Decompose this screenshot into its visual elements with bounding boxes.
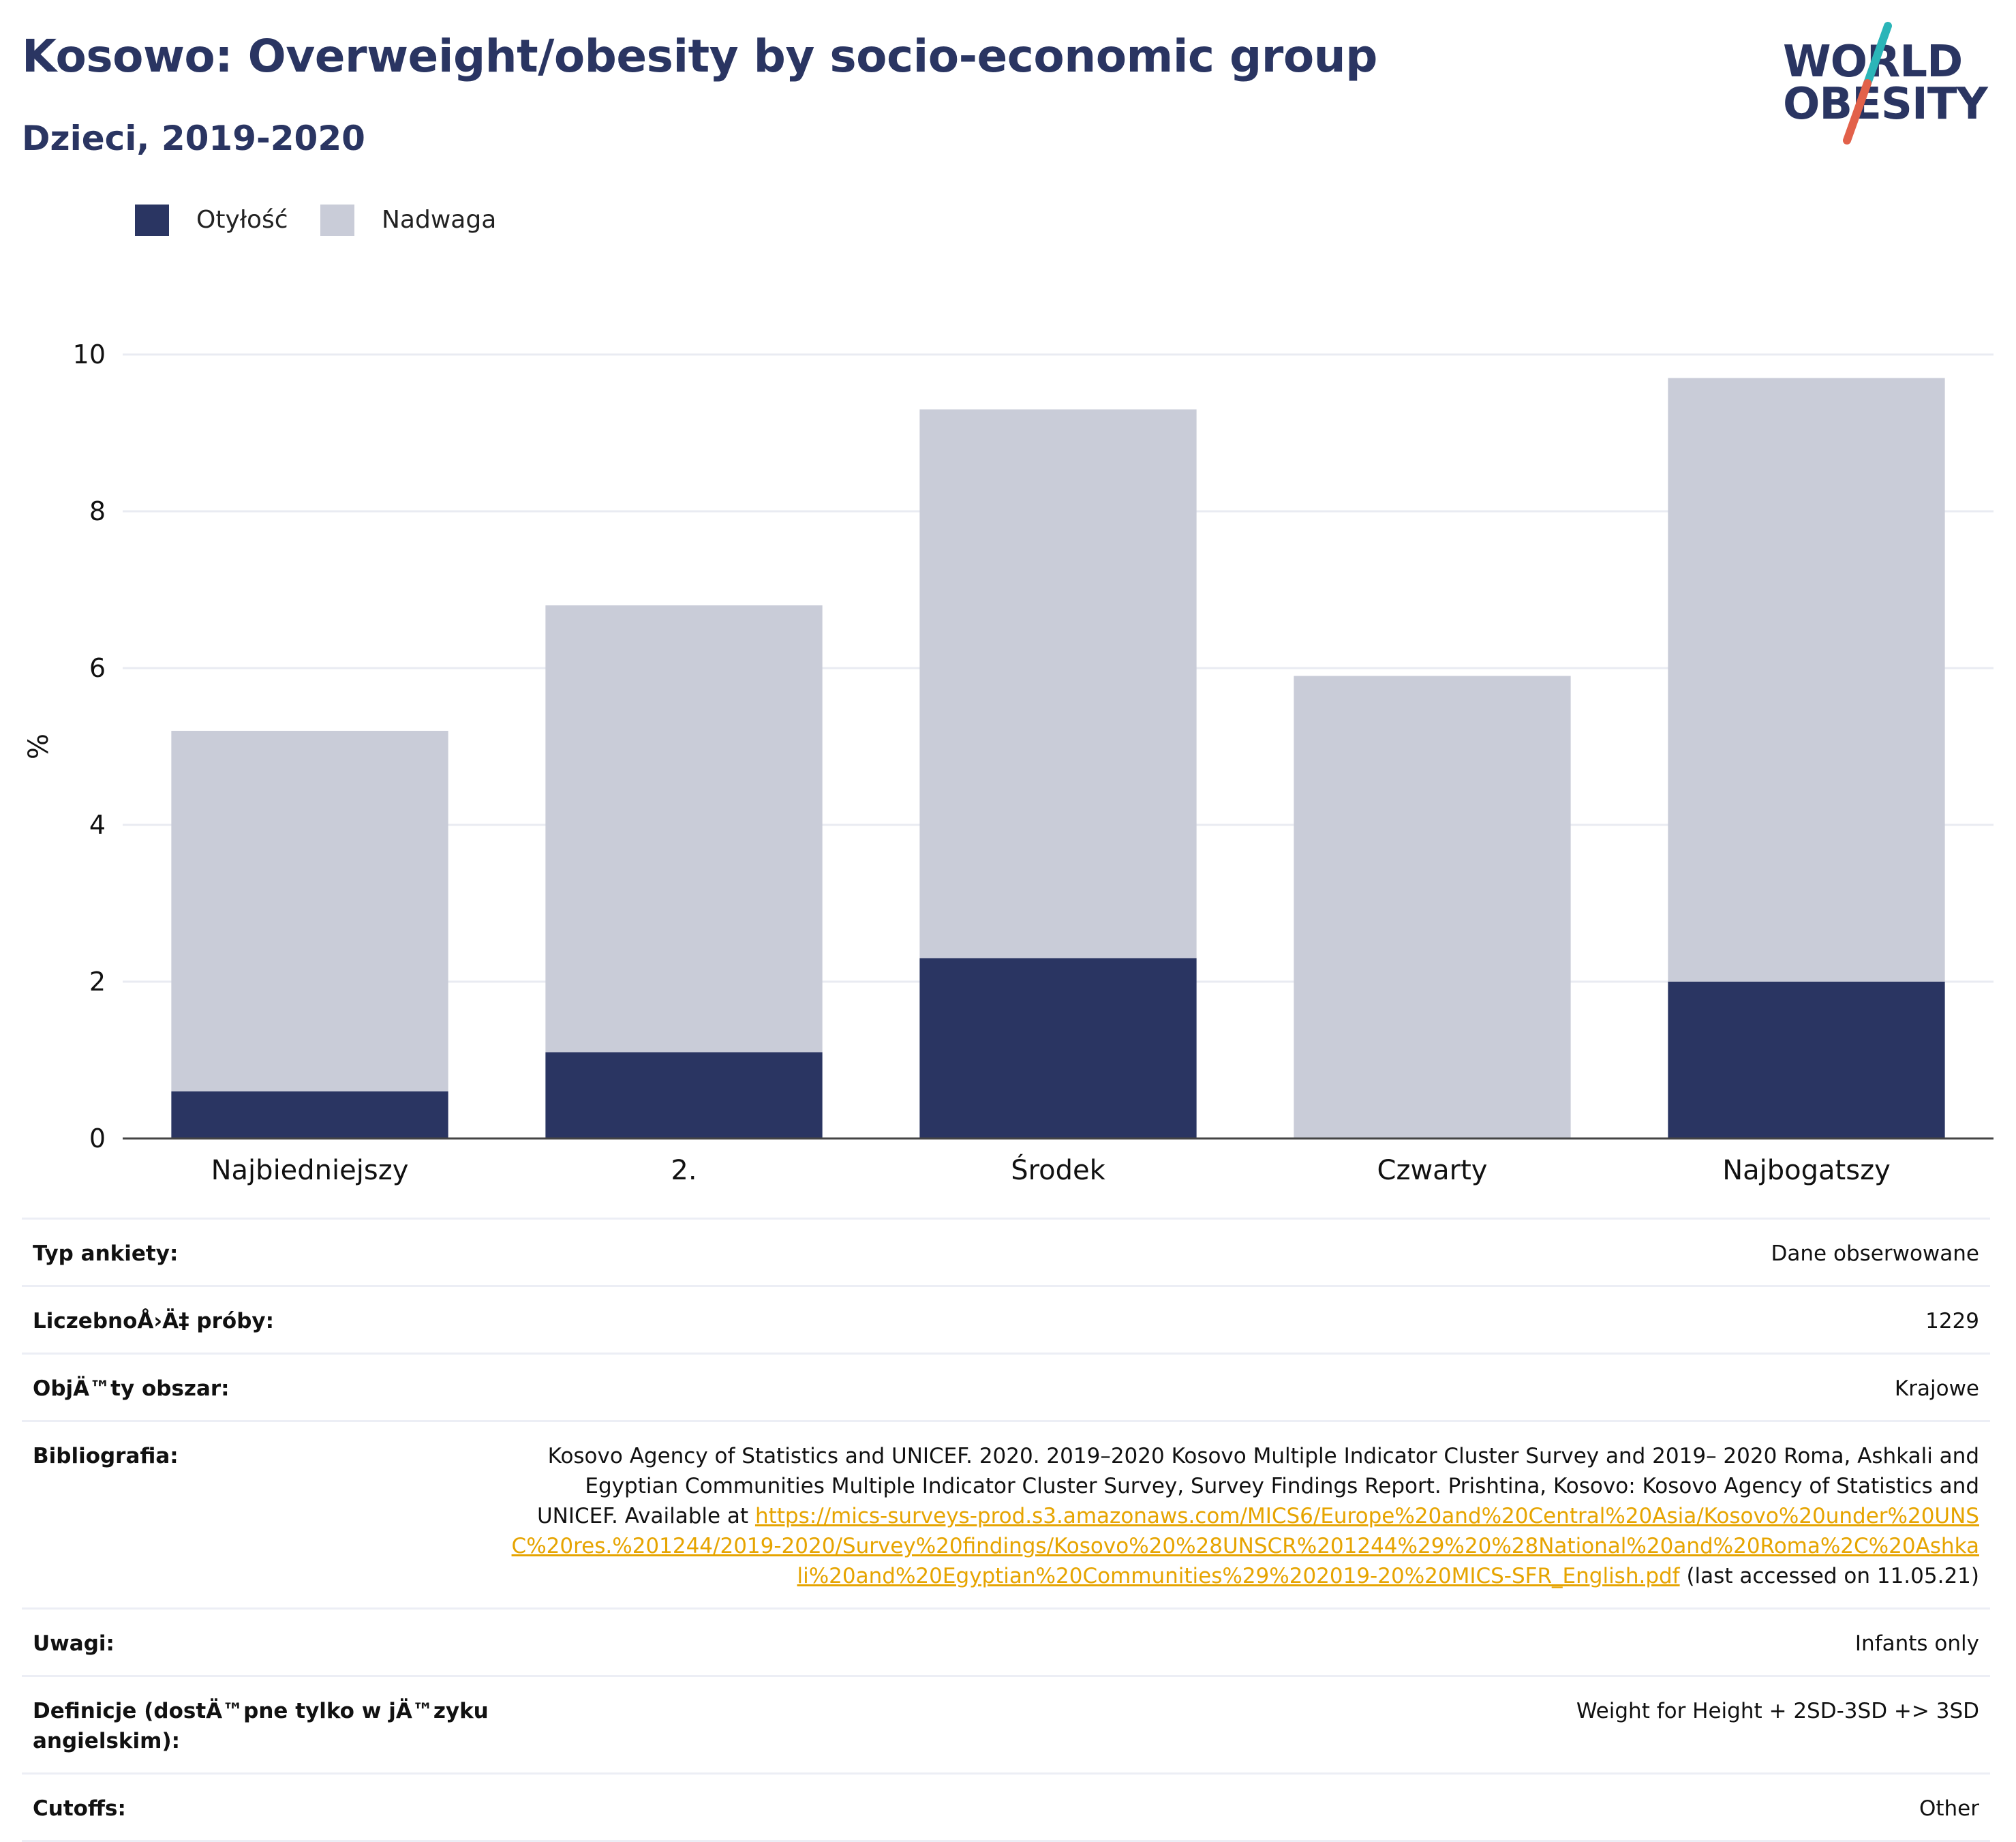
metadata-row: ObjÄ™ty obszar: Krajowe — [22, 1353, 1990, 1420]
bibliography-link[interactable]: https://mics-surveys-prod.s3.amazonaws.c… — [511, 1504, 1979, 1588]
bar-overweight-2[interactable] — [919, 409, 1197, 958]
bar-obesity-0[interactable] — [171, 1091, 448, 1138]
y-tick-label: 10 — [73, 339, 106, 369]
metadata-label: ObjÄ™ty obszar: — [33, 1376, 230, 1401]
bar-overweight-3[interactable] — [1294, 676, 1571, 1139]
logo-line-2: OBESITY — [1783, 79, 1988, 130]
y-axis-ticks: 0 2 4 6 8 10 — [73, 339, 106, 1153]
legend-swatch-obesity — [135, 205, 169, 236]
y-tick-label: 6 — [89, 653, 106, 683]
legend-swatch-overweight — [320, 205, 354, 236]
x-tick-label: Najbogatszy — [1722, 1155, 1891, 1186]
metadata-label: LiczebnoÅ›Ä‡ próby: — [33, 1309, 275, 1333]
metadata-label: Cutoffs: — [33, 1796, 126, 1821]
metadata-table: Typ ankiety: Dane obserwowane LiczebnoÅ›Ä‡… — [22, 1218, 1990, 1842]
metadata-row: Uwagi: Infants only — [22, 1607, 1990, 1675]
y-tick-label: 2 — [89, 967, 106, 997]
chart-title: Kosowo: Overweight/obesity by socio-econ… — [22, 30, 1377, 82]
metadata-value: Weight for Height + 2SD-3SD +> 3SD — [1576, 1699, 1979, 1723]
world-obesity-logo: WORLD OBESITY — [1772, 20, 2004, 157]
metadata-label: Uwagi: — [33, 1631, 114, 1656]
bar-overweight-0[interactable] — [171, 731, 448, 1091]
metadata-row: Cutoffs: Other — [22, 1772, 1990, 1842]
metadata-value: Other — [1919, 1796, 1979, 1821]
x-axis-ticks: Najbiedniejszy 2. Środek Czwarty Najbogatszy — [211, 1153, 1891, 1186]
x-tick-label: 2. — [671, 1155, 697, 1186]
metadata-label: Typ ankiety: — [33, 1241, 179, 1266]
metadata-row: LiczebnoÅ›Ä‡ próby: 1229 — [22, 1285, 1990, 1353]
metadata-value: 1229 — [1925, 1309, 1979, 1333]
metadata-row: Definicje (dostÄ™pne tylko w jÄ™zyku ang… — [22, 1675, 1990, 1772]
bar-overweight-4[interactable] — [1668, 378, 1945, 982]
bar-obesity-4[interactable] — [1668, 982, 1945, 1138]
bar-overweight-1[interactable] — [545, 605, 823, 1053]
metadata-value: Infants only — [1854, 1631, 1979, 1656]
y-tick-label: 4 — [89, 810, 106, 840]
metadata-value: Kosovo Agency of Statistics and UNICEF. … — [511, 1444, 1979, 1588]
y-axis-label: % — [23, 734, 55, 759]
x-tick-label: Najbiedniejszy — [211, 1155, 409, 1186]
chart-bars — [171, 378, 1945, 1139]
metadata-row: Bibliografia: Kosovo Agency of Statistics… — [22, 1420, 1990, 1607]
metadata-value: Dane obserwowane — [1771, 1241, 1979, 1266]
bar-obesity-2[interactable] — [919, 958, 1197, 1139]
metadata-row: Typ ankiety: Dane obserwowane — [22, 1218, 1990, 1285]
legend-label-overweight: Nadwaga — [382, 206, 497, 234]
metadata-label: Definicje (dostÄ™pne tylko w jÄ™zyku ang… — [33, 1699, 489, 1753]
logo-slash-icon — [1843, 22, 1892, 145]
chart-subtitle: Dzieci, 2019-2020 — [22, 119, 365, 158]
legend-label-obesity: Otyłość — [196, 206, 288, 234]
metadata-value: Krajowe — [1894, 1376, 1979, 1401]
bar-obesity-1[interactable] — [545, 1052, 823, 1139]
x-tick-label: Środek — [1011, 1153, 1105, 1186]
metadata-label: Bibliografia: — [33, 1444, 179, 1468]
x-tick-label: Czwarty — [1377, 1155, 1488, 1186]
y-tick-label: 0 — [89, 1123, 106, 1153]
y-tick-label: 8 — [89, 496, 106, 526]
